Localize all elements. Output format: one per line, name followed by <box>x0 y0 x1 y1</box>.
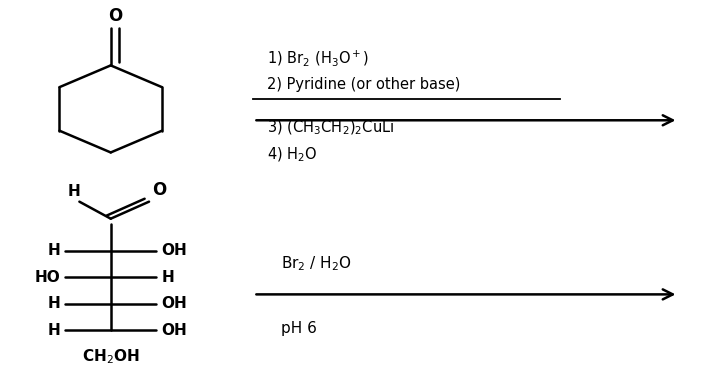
Text: OH: OH <box>161 296 187 311</box>
Text: Br$_2$ / H$_2$O: Br$_2$ / H$_2$O <box>282 255 352 274</box>
Text: 1) Br$_2$ (H$_3$O$^+$): 1) Br$_2$ (H$_3$O$^+$) <box>267 48 370 68</box>
Text: 4) H$_2$O: 4) H$_2$O <box>267 145 318 164</box>
Text: H: H <box>47 323 60 338</box>
Text: 2) Pyridine (or other base): 2) Pyridine (or other base) <box>267 77 461 92</box>
Text: HO: HO <box>34 270 60 285</box>
Text: OH: OH <box>161 323 187 338</box>
Text: O: O <box>152 181 166 199</box>
Text: H: H <box>47 296 60 311</box>
Text: H: H <box>67 184 80 199</box>
Text: OH: OH <box>161 243 187 258</box>
Text: 3) (CH$_3$CH$_2$)$_2$CuLi: 3) (CH$_3$CH$_2$)$_2$CuLi <box>267 119 395 137</box>
Text: H: H <box>161 270 174 285</box>
Text: O: O <box>108 7 122 24</box>
Text: CH$_2$OH: CH$_2$OH <box>82 348 140 366</box>
Text: pH 6: pH 6 <box>282 321 317 336</box>
Text: H: H <box>47 243 60 258</box>
